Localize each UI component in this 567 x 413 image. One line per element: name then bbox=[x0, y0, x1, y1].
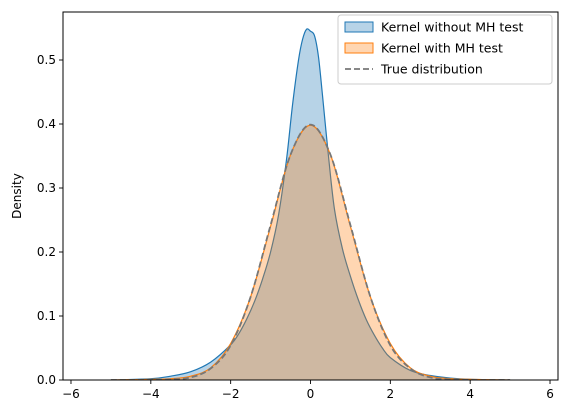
y-tick-label: 0.5 bbox=[37, 53, 56, 67]
series-line-2 bbox=[110, 123, 511, 380]
x-tick-label: 2 bbox=[387, 387, 395, 401]
x-tick-label: −6 bbox=[62, 387, 80, 401]
y-tick-label: 0.4 bbox=[37, 117, 56, 131]
legend-label-1: Kernel with MH test bbox=[381, 41, 503, 56]
legend: Kernel without MH test Kernel with MH tes… bbox=[337, 14, 553, 85]
x-tick-label: −4 bbox=[142, 387, 160, 401]
plot-area bbox=[110, 28, 511, 380]
x-tick-label: 4 bbox=[466, 387, 474, 401]
x-tick-label: 0 bbox=[307, 387, 315, 401]
legend-swatch-1 bbox=[344, 42, 374, 54]
x-tick-label: −2 bbox=[222, 387, 240, 401]
y-axis-label: Density bbox=[10, 173, 24, 219]
series-area-0 bbox=[110, 28, 511, 380]
series-area-1 bbox=[110, 125, 511, 380]
y-tick-label: 0.1 bbox=[37, 309, 56, 323]
y-axis: 0.0 0.1 0.2 0.3 0.4 0.5 bbox=[37, 53, 63, 387]
y-tick-label: 0.0 bbox=[37, 373, 56, 387]
legend-label-0: Kernel without MH test bbox=[381, 20, 523, 35]
legend-box bbox=[337, 14, 553, 85]
series-line-0 bbox=[110, 28, 511, 380]
y-tick-label: 0.2 bbox=[37, 245, 56, 259]
y-tick-label: 0.3 bbox=[37, 181, 56, 195]
legend-swatch-0 bbox=[344, 21, 374, 33]
x-tick-label: 6 bbox=[546, 387, 554, 401]
legend-label-2: True distribution bbox=[380, 62, 483, 77]
axes-frame bbox=[62, 11, 559, 381]
x-axis: −6 −4 −2 0 2 4 6 bbox=[62, 380, 554, 401]
